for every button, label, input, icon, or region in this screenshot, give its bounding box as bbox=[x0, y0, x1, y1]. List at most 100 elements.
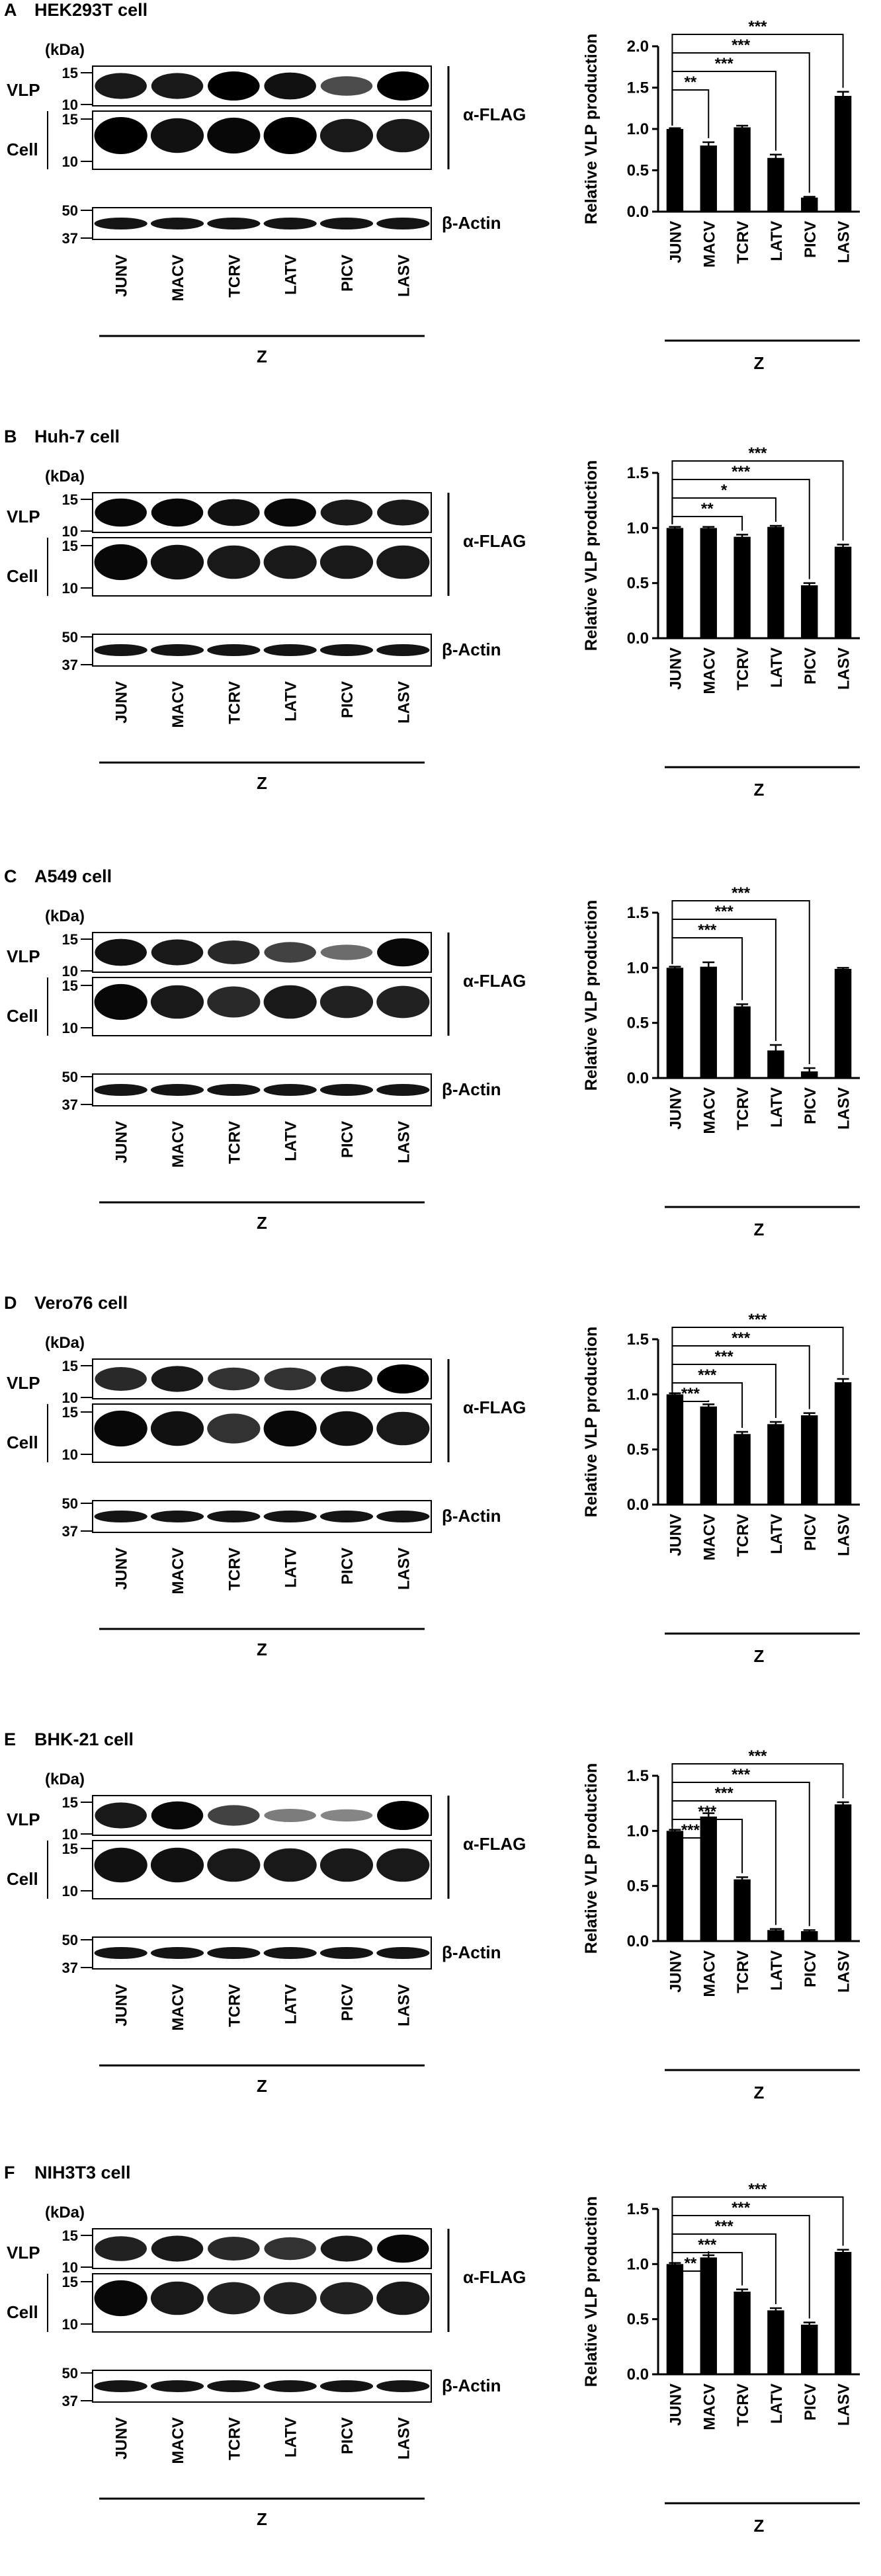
marker-label: 50 bbox=[62, 1495, 78, 1512]
marker-label: 15 bbox=[62, 1841, 78, 1857]
y-axis-label: Relative VLP production bbox=[582, 1327, 601, 1517]
vlp-band bbox=[377, 499, 429, 526]
cell-label: Cell bbox=[7, 1869, 38, 1889]
x-tick-label: LASV bbox=[835, 1514, 853, 1556]
actin-blot-box bbox=[92, 1500, 432, 1533]
x-tick-label: PICV bbox=[802, 221, 819, 258]
cell-band bbox=[207, 117, 261, 154]
vlp-label: VLP bbox=[7, 946, 40, 966]
marker-label: 10 bbox=[62, 2316, 78, 2333]
actin-band bbox=[319, 1947, 374, 1959]
vlp-band bbox=[320, 944, 373, 960]
lane-label: MACV bbox=[169, 2417, 187, 2464]
actin-label: β-Actin bbox=[442, 640, 501, 659]
vlp-band bbox=[264, 942, 316, 963]
vlp-band bbox=[320, 2235, 373, 2262]
marker-label: 37 bbox=[62, 657, 78, 673]
lane-label: MACV bbox=[169, 1984, 187, 2031]
cell-label: Cell bbox=[7, 2302, 38, 2322]
significance-label: *** bbox=[681, 1385, 700, 1403]
actin-blot-box bbox=[92, 2370, 432, 2403]
chart-z-label: Z bbox=[754, 2516, 765, 2536]
x-tick-label: LATV bbox=[768, 1514, 786, 1554]
x-tick-label: PICV bbox=[802, 2384, 819, 2421]
panel-b: B Huh-7 cell (kDa) 15 10 15 10 50 37 VLP Cell α-FLA… bbox=[0, 427, 881, 840]
vlp-label: VLP bbox=[7, 80, 40, 100]
actin-band bbox=[150, 1511, 204, 1522]
panel-a: A HEK293T cell (kDa) 15 10 15 10 50 37 VLP Cell α-F… bbox=[0, 0, 881, 413]
actin-band bbox=[263, 644, 317, 656]
cell-band bbox=[207, 986, 261, 1018]
significance-label: *** bbox=[748, 2181, 767, 2198]
panel-letter: A bbox=[4, 0, 17, 20]
vlp-label: VLP bbox=[7, 1809, 40, 1829]
lane-label: MACV bbox=[169, 255, 187, 302]
vlp-band bbox=[264, 1809, 316, 1822]
cell-band bbox=[319, 545, 374, 579]
cell-band bbox=[207, 545, 261, 579]
lane-label: MACV bbox=[169, 1121, 187, 1168]
marker-label: 10 bbox=[62, 2259, 78, 2276]
vlp-band bbox=[264, 2237, 316, 2261]
actin-band bbox=[94, 644, 147, 656]
z-label: Z bbox=[257, 1213, 267, 1233]
kda-label: (kDa) bbox=[45, 2204, 85, 2222]
bar-chart: 0.0 0.5 1.0 1.5 Relative VLP production JUNV M… bbox=[582, 1747, 860, 2102]
panel-letter: E bbox=[4, 1729, 17, 1749]
x-tick-label: TCRV bbox=[734, 221, 752, 264]
y-tick-label: 1.0 bbox=[627, 1386, 649, 1403]
y-tick-label: 0.0 bbox=[627, 1932, 649, 1950]
significance-label: ** bbox=[701, 500, 714, 518]
marker-label: 37 bbox=[62, 1960, 78, 1976]
y-tick-label: 1.0 bbox=[627, 2255, 649, 2273]
actin-band bbox=[319, 1084, 374, 1096]
vlp-band bbox=[377, 938, 429, 967]
bar-picv bbox=[801, 1931, 818, 1941]
cell-blot-box bbox=[92, 1840, 432, 1899]
y-tick-label: 0.5 bbox=[627, 2311, 649, 2329]
x-tick-label: PICV bbox=[802, 1087, 819, 1124]
cell-band bbox=[94, 544, 147, 581]
panel-d: D Vero76 cell (kDa) 15 10 15 10 50 37 VLP Cell α-FL… bbox=[0, 1293, 881, 1706]
x-tick-label: TCRV bbox=[734, 2384, 752, 2427]
z-label: Z bbox=[257, 2509, 267, 2529]
marker-label: 50 bbox=[62, 2365, 78, 2382]
flag-label: α-FLAG bbox=[463, 531, 526, 551]
marker-label: 10 bbox=[62, 580, 78, 597]
lane-label: PICV bbox=[339, 1121, 357, 1158]
lane-label: LATV bbox=[282, 1121, 300, 1161]
lane-label: JUNV bbox=[113, 1121, 131, 1163]
actin-band bbox=[150, 1084, 204, 1096]
cell-band bbox=[376, 1848, 430, 1882]
vlp-band bbox=[208, 1367, 260, 1391]
lane-label: PICV bbox=[339, 1984, 357, 2021]
kda-label: (kDa) bbox=[45, 468, 85, 485]
x-tick-label: MACV bbox=[700, 221, 718, 268]
actin-band bbox=[376, 1947, 430, 1959]
significance-label: *** bbox=[732, 36, 751, 54]
vlp-blot-box bbox=[92, 1795, 432, 1836]
x-tick-label: JUNV bbox=[667, 647, 685, 690]
marker-label: 15 bbox=[62, 538, 78, 554]
vlp-band bbox=[264, 1367, 316, 1391]
actin-blot-box bbox=[92, 1936, 432, 1970]
flag-label: α-FLAG bbox=[463, 104, 526, 124]
actin-band bbox=[319, 218, 374, 229]
panel-title: Vero76 cell bbox=[34, 1293, 128, 1313]
vlp-band bbox=[95, 1367, 147, 1391]
bar-chart: 0.0 0.5 1.0 1.5 Relative VLP production JUNV M… bbox=[582, 444, 860, 800]
marker-label: 15 bbox=[62, 65, 78, 81]
vlp-label: VLP bbox=[7, 1373, 40, 1393]
panel-c: C A549 cell (kDa) 15 10 15 10 50 37 VLP Cell α-FLAG… bbox=[0, 866, 881, 1280]
y-tick-label: 1.5 bbox=[627, 2200, 649, 2218]
y-tick-label: 1.0 bbox=[627, 1822, 649, 1840]
lane-label: TCRV bbox=[226, 1121, 243, 1164]
cell-band bbox=[319, 118, 374, 153]
chart-z-label: Z bbox=[754, 353, 765, 373]
marker-label: 37 bbox=[62, 2393, 78, 2409]
significance-label: *** bbox=[715, 55, 734, 73]
significance-label: *** bbox=[715, 2218, 734, 2235]
cell-band bbox=[263, 545, 317, 579]
